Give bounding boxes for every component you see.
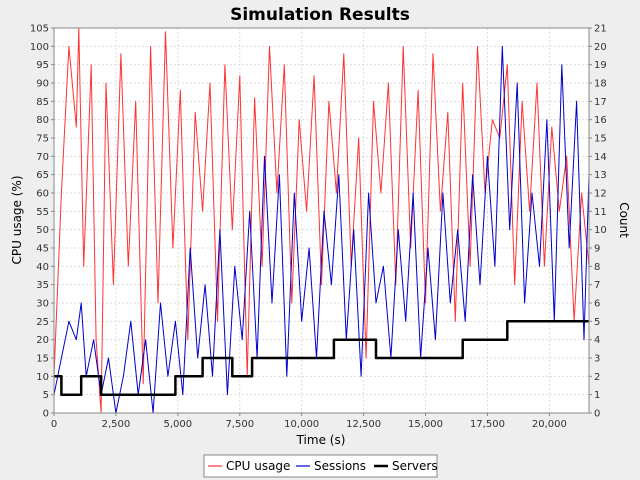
- y2-tick-label: 8: [594, 262, 600, 273]
- y-tick-label: 55: [36, 207, 49, 218]
- y2-tick-label: 15: [594, 134, 607, 145]
- y2-tick-label: 6: [594, 299, 600, 310]
- y2-tick-label: 21: [594, 24, 607, 35]
- x-tick-label: 17,500: [470, 419, 505, 430]
- y-axis-ticks: 0 5 10 15 20 25 30 35 40 45 50 55 60 65 70 75 80 85 90 95 10…: [30, 24, 54, 420]
- series-line-sessions: [53, 45, 590, 414]
- y-tick-label: 35: [36, 280, 49, 291]
- y-tick-label: 25: [36, 317, 49, 328]
- series-group: [53, 27, 590, 414]
- y2-axis-label: Count: [617, 202, 631, 238]
- y-tick-label: 30: [36, 299, 49, 310]
- legend-box: [203, 454, 438, 478]
- x-tick-label: 10,000: [284, 419, 319, 430]
- y-tick-label: 10: [36, 372, 49, 383]
- y2-tick-label: 4: [594, 335, 600, 346]
- y2-tick-label: 18: [594, 79, 607, 90]
- y-tick-label: 15: [36, 354, 49, 365]
- y-tick-label: 50: [36, 225, 49, 236]
- legend-label-sessions: Sessions: [314, 459, 366, 473]
- x-tick-label: 15,000: [408, 419, 443, 430]
- x-tick-label: 5,000: [164, 419, 193, 430]
- y-tick-label: 100: [30, 42, 49, 53]
- y2-tick-label: 17: [594, 97, 607, 108]
- legend-label-servers: Servers: [392, 459, 438, 473]
- y-tick-label: 65: [36, 170, 49, 181]
- y-tick-label: 85: [36, 97, 49, 108]
- y2-tick-label: 11: [594, 207, 607, 218]
- plot-border: [53, 27, 590, 414]
- legend-label-cpu-usage: CPU usage: [226, 459, 290, 473]
- legend: CPU usage Sessions Servers: [203, 454, 438, 478]
- plot-area: [54, 28, 589, 413]
- gridlines: [53, 27, 589, 414]
- y-tick-label: 105: [30, 24, 49, 35]
- y2-tick-label: 10: [594, 225, 607, 236]
- y-tick-label: 60: [36, 189, 49, 200]
- y-tick-label: 70: [36, 152, 49, 163]
- y-tick-label: 90: [36, 79, 49, 90]
- x-tick-label: 0: [51, 419, 57, 430]
- y2-tick-label: 3: [594, 354, 600, 365]
- y2-tick-label: 13: [594, 170, 607, 181]
- y2-tick-label: 2: [594, 372, 600, 383]
- y-axis-label: CPU usage (%): [10, 175, 24, 264]
- y2-tick-label: 20: [594, 42, 607, 53]
- y2-tick-label: 12: [594, 189, 607, 200]
- y-tick-label: 40: [36, 262, 49, 273]
- y-tick-label: 45: [36, 244, 49, 255]
- y-tick-label: 5: [43, 390, 49, 401]
- x-axis-ticks: 0 2,500 5,000 7,500 10,000 12,500 15,000 17,500…: [51, 413, 567, 430]
- y-tick-label: 0: [43, 409, 49, 420]
- x-tick-label: 20,000: [532, 419, 567, 430]
- x-tick-label: 2,500: [102, 419, 131, 430]
- y2-tick-label: 16: [594, 115, 607, 126]
- series-line-cpu-usage: [53, 27, 590, 414]
- y-tick-label: 75: [36, 134, 49, 145]
- x-axis-label: Time (s): [296, 433, 346, 447]
- x-tick-label: 12,500: [346, 419, 381, 430]
- series-line-servers: [54, 320, 589, 396]
- chart-title: Simulation Results: [230, 5, 410, 25]
- y2-tick-label: 14: [594, 152, 607, 163]
- y2-tick-label: 19: [594, 60, 607, 71]
- y-tick-label: 95: [36, 60, 49, 71]
- y2-tick-label: 5: [594, 317, 600, 328]
- y-tick-label: 20: [36, 335, 49, 346]
- y2-tick-label: 9: [594, 244, 600, 255]
- y2-tick-label: 0: [594, 409, 600, 420]
- y2-tick-label: 7: [594, 280, 600, 291]
- y-tick-label: 80: [36, 115, 49, 126]
- y2-tick-label: 1: [594, 390, 600, 401]
- x-tick-label: 7,500: [225, 419, 254, 430]
